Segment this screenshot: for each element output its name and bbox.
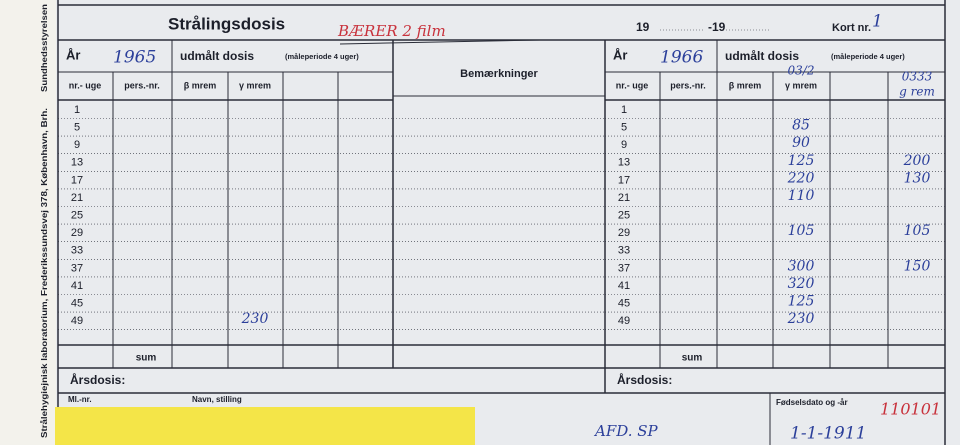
week: 21 (71, 192, 83, 204)
week: 49 (618, 315, 630, 327)
remarks-header: Bemærkninger (460, 68, 538, 80)
week: 1 (621, 104, 627, 116)
week: 5 (74, 122, 80, 134)
week: 25 (618, 210, 630, 222)
extra-dose: 130 (904, 170, 931, 186)
card-label: Kort nr. (832, 22, 871, 34)
gamma-dose: 230 (787, 311, 815, 327)
birth-label: Fødselsdato og -år (776, 398, 848, 407)
name-label: Navn, stilling (192, 395, 242, 404)
week: 17 (618, 174, 630, 186)
extra-header: g rem (899, 85, 935, 99)
week: 37 (71, 262, 83, 274)
gamma-dose: 220 (787, 170, 815, 186)
gamma-dose: 230 (241, 311, 269, 327)
sum-label: sum (136, 353, 157, 364)
week: 25 (71, 210, 83, 222)
week: 41 (618, 280, 630, 292)
gamma-dose: 125 (788, 153, 815, 169)
extra-dose: 200 (903, 153, 931, 169)
dose-label: udmålt dosis (180, 49, 254, 63)
year-label: År (613, 47, 627, 62)
column-header: β mrem (184, 80, 217, 90)
id-label: Ml.-nr. (68, 395, 92, 404)
year: 1965 (113, 48, 156, 68)
column-header: pers.-nr. (124, 80, 160, 90)
period: (måleperiode 4 uger) (831, 52, 905, 61)
column-header: γ mrem (239, 80, 271, 90)
column-header: γ mrem (785, 80, 817, 90)
week: 41 (71, 280, 83, 292)
week: 45 (71, 298, 83, 310)
week: 49 (71, 315, 83, 327)
rule (339, 39, 541, 45)
gamma-dose: 90 (792, 135, 810, 151)
redaction (55, 407, 475, 445)
gamma-dose: 85 (792, 118, 810, 134)
side-authority: Sundhedsstyrelsen (40, 4, 49, 92)
gamma-dose: 300 (788, 258, 815, 274)
week: 13 (618, 157, 630, 169)
column-header: pers.-nr. (670, 80, 706, 90)
gamma-note: 03/2 (788, 64, 815, 78)
birth-date: 1-1-1911 (790, 424, 866, 444)
year: 1966 (660, 48, 703, 68)
extra-header: 0333 (902, 70, 933, 84)
week: 1 (74, 104, 80, 116)
extra-dose: 105 (904, 223, 931, 239)
card-no: 1 (872, 12, 883, 32)
week: 17 (71, 174, 83, 186)
column-header: nr.- uge (69, 80, 102, 90)
week: 9 (621, 139, 627, 151)
week: 29 (71, 227, 83, 239)
week: 13 (71, 157, 83, 169)
gamma-dose: 105 (788, 223, 815, 239)
week: 21 (618, 192, 630, 204)
annual-label: Årsdosis: (617, 372, 672, 387)
week: 45 (618, 298, 630, 310)
gamma-dose: 125 (788, 294, 815, 310)
extra-dose: 150 (904, 258, 931, 274)
handwritten-note: BÆRER 2 film (337, 22, 446, 40)
gamma-dose: 110 (788, 188, 815, 204)
side-institution: Strålehygiejnisk laboratorium, Frederiks… (40, 108, 49, 438)
week: 33 (71, 245, 83, 257)
year-label: År (66, 47, 80, 62)
sum-label: sum (682, 353, 703, 364)
week: 29 (618, 227, 630, 239)
margin-strip (0, 0, 56, 445)
column-header: nr.- uge (616, 80, 649, 90)
week: 5 (621, 122, 627, 134)
annual-label: Årsdosis: (70, 372, 125, 387)
week: 37 (618, 262, 630, 274)
department: AFD. SP (593, 422, 659, 440)
gamma-dose: 320 (788, 276, 815, 292)
period: (måleperiode 4 uger) (285, 52, 359, 61)
birth-code: 110101 (880, 400, 941, 419)
dose-label: udmålt dosis (725, 49, 799, 63)
week: 9 (74, 139, 80, 151)
year-from: 19 (636, 20, 650, 34)
column-header: β mrem (729, 80, 762, 90)
year-to: -19 (708, 20, 726, 34)
week: 33 (618, 245, 630, 257)
title: Strålingsdosis (168, 14, 285, 33)
